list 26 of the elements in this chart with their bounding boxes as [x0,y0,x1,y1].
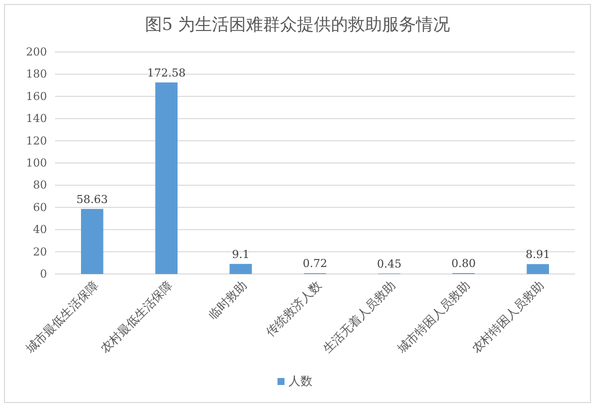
y-tick-label: 60 [33,200,47,214]
data-label: 0.45 [377,258,402,270]
data-label: 172.58 [147,66,186,80]
y-tick-label: 40 [33,223,47,236]
y-tick-label: 20 [33,245,47,258]
data-label: 0.80 [451,257,476,270]
bar [155,82,178,274]
y-tick-label: 140 [26,112,47,126]
x-tick-label: 临时救助 [206,278,250,322]
bar [526,264,549,274]
data-label: 8.91 [526,248,550,262]
y-tick-label: 180 [26,68,47,81]
data-label: 9.1 [232,248,250,261]
y-tick-label: 200 [26,46,47,59]
y-tick-label: 80 [33,178,47,192]
y-tick-label: 120 [26,134,47,148]
data-label: 58.63 [76,192,108,206]
bar [230,264,252,274]
y-tick-label: 0 [40,268,47,281]
data-label: 0.72 [302,257,328,270]
y-tick-label: 100 [26,156,47,170]
bar [81,208,104,274]
legend-label: 人数 [288,374,312,388]
y-tick-label: 160 [26,90,47,103]
chart-title: 图5 为生活困难群众提供的救助服务情况 [144,15,450,35]
x-tick-label: 农村特困人员救助 [468,278,547,356]
